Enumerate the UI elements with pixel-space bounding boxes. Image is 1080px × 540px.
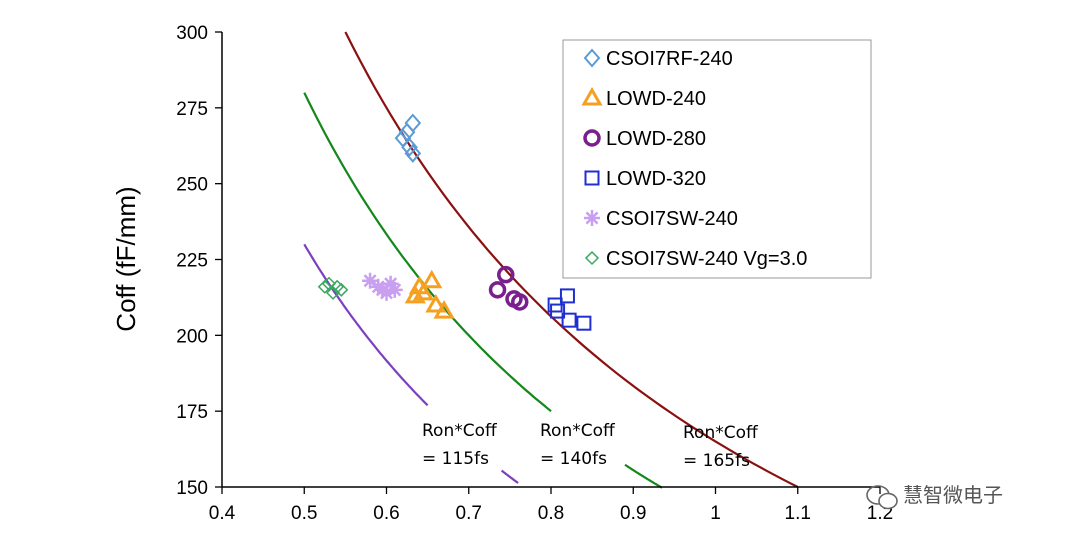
legend-marker: [584, 170, 600, 186]
data-point: [374, 281, 391, 298]
legend-entry: CSOI7SW-240 Vg=3.0: [606, 248, 807, 270]
curve-140fs-segment: [624, 463, 663, 489]
data-point: [404, 113, 422, 133]
legend-marker: [583, 48, 601, 68]
legend-entry: CSOI7SW-240: [606, 208, 738, 230]
curve-165fs-segment: [344, 31, 799, 488]
data-point: [497, 265, 515, 284]
y-tick-label: 175: [176, 402, 208, 423]
watermark-text: 慧智微电子: [903, 483, 1003, 507]
data-point: [404, 284, 426, 304]
curve-115fs-segment: [303, 243, 429, 407]
x-tick-label: 1.1: [785, 503, 811, 524]
y-tick-label: 275: [176, 99, 208, 120]
axes: 0.4 0.5 0.6 0.7 0.8 0.9 1 1.1 1.2150175200225250…: [176, 23, 893, 524]
x-tick-label: 0.5: [291, 503, 317, 524]
data-point: [576, 315, 592, 331]
curve-140fs-segment: [303, 92, 552, 413]
legend-entry: LOWD-320: [606, 168, 706, 190]
data-point: [510, 293, 529, 311]
data-point: [404, 143, 422, 163]
legend-marker: [583, 129, 601, 147]
legend-entry: LOWD-280: [606, 128, 706, 150]
data-point: [488, 281, 507, 299]
wechat-icon: [866, 485, 898, 510]
legend-marker: [581, 86, 603, 106]
data-point: [433, 300, 455, 319]
watermark: 慧智微电子: [866, 483, 1003, 510]
data-point: [362, 272, 379, 289]
curve-annotation-115fs: = 115fs: [422, 449, 489, 469]
y-tick-label: 250: [176, 175, 208, 196]
data-point: [425, 293, 447, 313]
curve-annotation-165fs: = 165fs: [683, 451, 750, 471]
curve-115fs-segment: [500, 469, 519, 484]
x-tick-label: 0.6: [373, 503, 399, 524]
data-point: [561, 312, 577, 328]
data-point: [321, 276, 336, 291]
data-point: [394, 128, 412, 148]
curve-annotation-165fs: Ron*Coff: [683, 423, 759, 443]
annotations: Ron*Coff = 115fs Ron*Coff = 140fs Ron*Coff = …: [422, 421, 759, 471]
data-point: [550, 303, 566, 319]
data-point: [334, 282, 349, 297]
legend-marker: [584, 250, 600, 266]
data-points: [317, 113, 592, 331]
data-point: [421, 269, 443, 289]
curves: [303, 31, 799, 489]
curve-annotation-140fs: = 140fs: [540, 449, 607, 469]
x-tick-label: 0.8: [538, 503, 564, 524]
legend: CSOI7RF-240 LOWD-240 LOWD-280 LOWD-320 CSOI7…: [562, 39, 872, 279]
data-point: [412, 281, 435, 301]
curve-annotation-140fs: Ron*Coff: [540, 421, 616, 441]
x-tick-label: 0.9: [620, 503, 646, 524]
x-tick-label: 0.7: [456, 503, 482, 524]
data-point: [382, 275, 399, 292]
y-axis-label: Coff (fF/mm): [111, 186, 141, 331]
legend-entry: CSOI7RF-240: [606, 48, 733, 70]
data-point: [317, 279, 332, 294]
legend-box: [562, 39, 872, 279]
curve-annotation-115fs: Ron*Coff: [422, 421, 498, 441]
y-tick-label: 150: [176, 478, 208, 499]
data-point: [559, 288, 575, 304]
data-point: [386, 281, 403, 298]
y-tick-label: 200: [176, 326, 208, 347]
x-tick-label: 1: [710, 503, 721, 524]
x-tick-label: 0.4: [209, 503, 236, 524]
legend-marker: [584, 210, 600, 226]
legend-entry: LOWD-240: [606, 88, 706, 110]
y-tick-label: 300: [176, 23, 208, 44]
y-tick-label: 225: [176, 251, 208, 272]
